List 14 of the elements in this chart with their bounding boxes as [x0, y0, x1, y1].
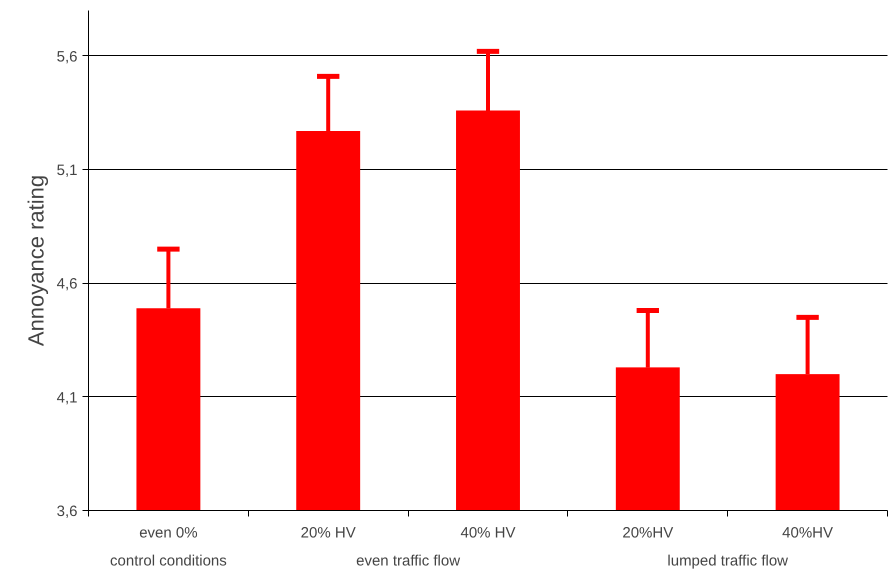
x-tick-label: 20%HV	[622, 524, 674, 542]
y-tick-label: 4,1	[56, 389, 78, 406]
text: even traffic flow	[356, 552, 460, 570]
x-tick-label: 40% HV	[460, 524, 516, 542]
text: lumped traffic flow	[667, 552, 788, 570]
x-tick-label: even 0%	[139, 524, 198, 542]
y-tick-label: 5,6	[56, 48, 78, 66]
text: control conditions	[110, 552, 227, 570]
y-tick-label: 4,6	[56, 276, 78, 293]
x-tick-label: 20% HV	[300, 524, 356, 542]
y-axis-title: Annoyance rating	[24, 174, 49, 346]
x-tick-label: 40%HV	[782, 524, 834, 542]
y-tick-label: 3,6	[56, 503, 78, 520]
y-tick-label: 5,1	[56, 162, 78, 180]
